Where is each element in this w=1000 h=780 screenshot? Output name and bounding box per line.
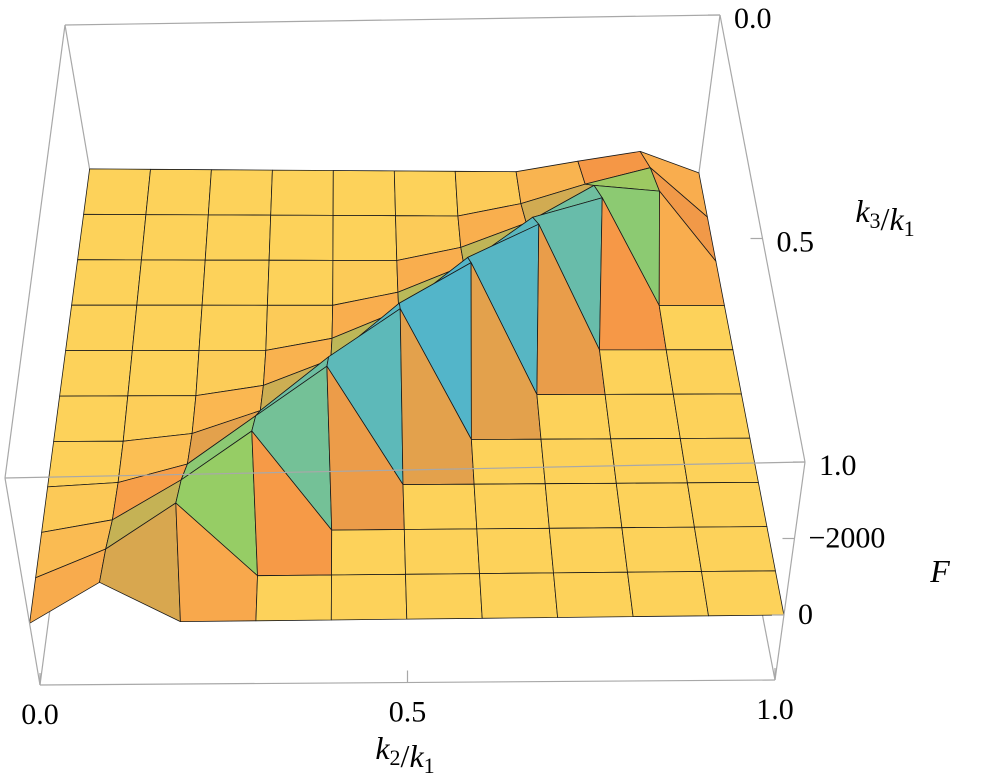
surface-patch xyxy=(694,526,776,572)
surface-patch xyxy=(330,573,408,621)
label-part: 2 xyxy=(390,745,401,770)
surface-patch xyxy=(627,571,709,617)
surface-patch xyxy=(255,574,332,622)
label-part: k xyxy=(375,730,390,766)
label-part: 1 xyxy=(424,753,435,778)
surface-patch xyxy=(548,527,628,574)
label-part: 3 xyxy=(870,208,881,233)
surface-patch xyxy=(131,304,203,351)
surface-patch xyxy=(701,570,785,617)
surface-patch xyxy=(83,168,151,216)
surface-patch xyxy=(266,259,334,306)
surface-patch xyxy=(473,483,550,530)
surface-patch xyxy=(540,438,617,485)
label-part: k xyxy=(855,193,870,229)
label-part: 1 xyxy=(904,216,915,241)
box-front xyxy=(4,14,806,686)
x-axis-label: k2/k1 xyxy=(375,730,434,778)
surface-patch xyxy=(544,482,623,529)
surface-patch xyxy=(604,393,681,440)
surface-patch xyxy=(402,483,478,530)
surface-patch xyxy=(621,526,702,573)
label-part: / xyxy=(881,201,890,237)
surface-patch xyxy=(599,349,674,395)
surface-patch xyxy=(270,169,334,216)
box-edge xyxy=(4,24,66,479)
y-tick-label: 1.0 xyxy=(819,449,857,482)
surface-patch xyxy=(331,529,406,576)
surface-patch xyxy=(140,214,209,261)
surface-patch xyxy=(470,438,546,485)
x-tick-label: 0.5 xyxy=(389,695,427,728)
surface-patch xyxy=(77,213,147,261)
surface-patch xyxy=(201,259,270,306)
surface-patch xyxy=(479,572,558,619)
box-edge xyxy=(4,477,41,686)
surface-patch xyxy=(268,214,334,261)
surface-patch xyxy=(204,214,272,261)
surface-patch xyxy=(687,481,768,528)
surface-patch xyxy=(405,573,483,620)
y-tick-label: 0.5 xyxy=(777,225,815,258)
surface-patch xyxy=(145,168,212,216)
surface-patch xyxy=(665,349,742,395)
surface-patch xyxy=(198,304,268,351)
surface xyxy=(29,150,785,624)
surface-patch xyxy=(476,527,554,574)
label-part: F xyxy=(929,553,950,589)
box-edge xyxy=(774,461,806,681)
z-tick-label: −2000 xyxy=(808,521,885,554)
surface-patch xyxy=(672,393,751,439)
surface-patch xyxy=(403,528,480,575)
surface-patch xyxy=(59,350,133,397)
x-tick-label: 0.0 xyxy=(21,698,59,731)
box-edge xyxy=(64,14,721,26)
surface-patch xyxy=(615,482,695,529)
surface-patch xyxy=(393,170,459,217)
surface-patch xyxy=(71,259,142,306)
surface-patch xyxy=(207,169,273,216)
surface-patch xyxy=(332,170,396,217)
surface-patch xyxy=(53,395,129,442)
label-part: k xyxy=(409,738,424,774)
box-edge xyxy=(4,461,806,479)
surface-patch xyxy=(136,259,206,306)
surface-patch xyxy=(65,304,138,352)
x-tick-label: 1.0 xyxy=(756,693,794,726)
y-axis-label: k3/k1 xyxy=(855,193,914,241)
surface-patch xyxy=(536,393,612,440)
surface-patch xyxy=(332,214,398,261)
surface-patch xyxy=(610,438,688,484)
z-axis-label: F xyxy=(929,553,950,589)
z-tick-label: 0 xyxy=(798,598,813,631)
surface-patch xyxy=(127,349,200,397)
y-tick-label: 0.0 xyxy=(734,2,772,35)
label-part: k xyxy=(889,201,904,237)
surface-patch xyxy=(679,437,759,484)
surface-patch xyxy=(47,440,124,488)
surface-patch xyxy=(658,305,734,351)
label-part: / xyxy=(401,738,410,774)
surface-patch xyxy=(553,571,634,618)
